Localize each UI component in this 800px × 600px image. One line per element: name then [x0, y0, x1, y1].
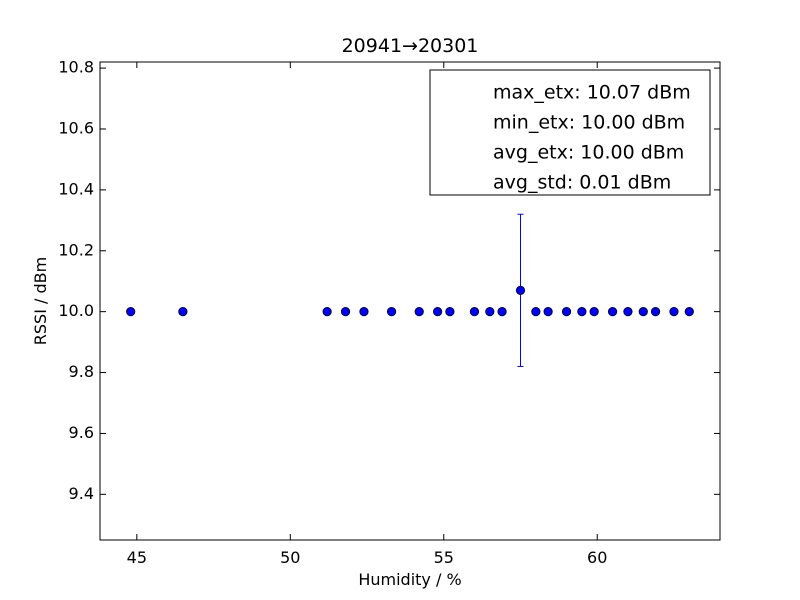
data-point [414, 307, 424, 317]
data-point [515, 285, 526, 295]
data-point [531, 307, 541, 317]
y-tick-label: 10.0 [58, 301, 94, 320]
data-point [684, 307, 694, 317]
data-point [561, 307, 572, 317]
y-tick-label: 10.6 [58, 118, 94, 137]
data-point [638, 307, 648, 317]
legend: max_etx: 10.07 dBm min_etx: 10.00 dBm av… [429, 69, 711, 196]
chart-title: 20941→20301 [342, 35, 479, 57]
data-point [359, 307, 369, 317]
legend-entry-max-etx: max_etx: 10.07 dBm [493, 82, 691, 104]
y-tick-label: 10.4 [58, 179, 94, 198]
data-point [433, 307, 443, 317]
y-axis-label: RSSI / dBm [31, 257, 50, 345]
legend-entry-avg-etx: avg_etx: 10.00 dBm [493, 142, 684, 164]
data-point [497, 307, 507, 317]
legend-box [429, 69, 711, 196]
data-point [445, 307, 455, 317]
data-point [386, 307, 397, 317]
x-tick-label: 55 [434, 548, 454, 567]
x-ticks: 45 50 55 60 [127, 62, 607, 567]
x-tick-label: 60 [587, 548, 607, 567]
y-tick-label: 10.2 [58, 240, 94, 259]
plot-area: 45 50 55 60 9.4 9.6 9.8 10.0 10.2 10.4 10.6 10.8 [58, 58, 721, 567]
data-points [126, 285, 694, 317]
x-tick-label: 45 [127, 548, 147, 567]
x-axis-label: Humidity / % [358, 570, 461, 589]
data-point [589, 307, 599, 317]
data-point [650, 307, 661, 317]
legend-entry-avg-std: avg_std: 0.01 dBm [493, 172, 671, 194]
data-point [623, 307, 633, 317]
data-point [485, 307, 495, 317]
data-point [322, 307, 332, 317]
y-tick-label: 9.4 [69, 484, 94, 503]
plot-frame [99, 61, 721, 541]
y-tick-label: 9.8 [69, 362, 94, 381]
data-point [669, 307, 679, 317]
legend-entry-min-etx: min_etx: 10.00 dBm [493, 112, 685, 134]
y-tick-label: 9.6 [69, 423, 94, 442]
y-tick-label: 10.8 [58, 58, 94, 77]
data-point [543, 307, 553, 317]
data-point [340, 307, 351, 317]
data-point [577, 307, 587, 317]
data-point [469, 307, 480, 317]
data-point [126, 307, 136, 317]
y-ticks: 9.4 9.6 9.8 10.0 10.2 10.4 10.6 10.8 [58, 58, 720, 503]
data-point [607, 307, 618, 317]
data-point [178, 307, 188, 317]
x-tick-label: 50 [280, 548, 300, 567]
